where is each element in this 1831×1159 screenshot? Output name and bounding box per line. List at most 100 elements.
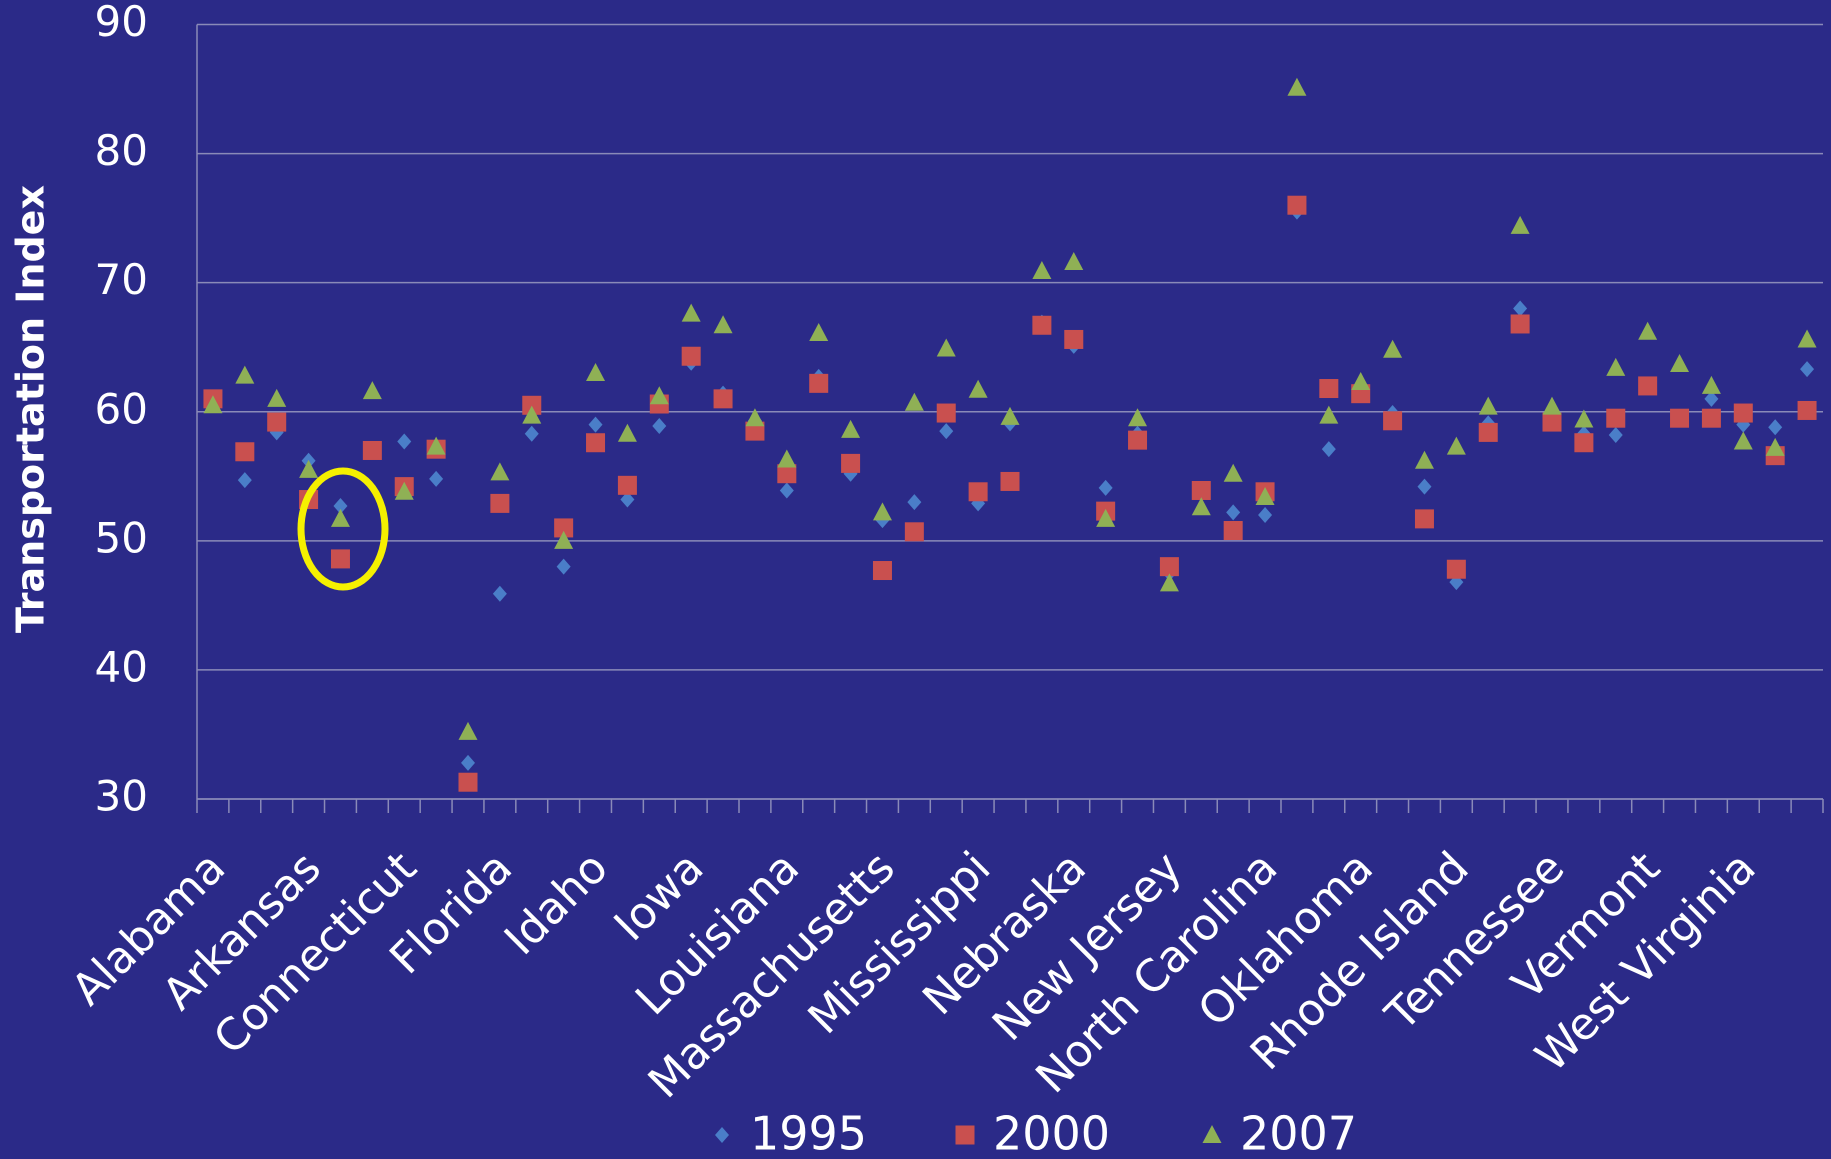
point <box>1574 433 1594 453</box>
point <box>1321 441 1336 458</box>
point <box>1701 375 1721 394</box>
point <box>841 453 861 473</box>
point <box>1574 409 1594 428</box>
point <box>939 423 954 440</box>
point <box>1800 361 1815 378</box>
point <box>1542 412 1562 432</box>
point <box>330 508 350 527</box>
point <box>1414 450 1434 469</box>
point <box>779 482 794 499</box>
point <box>426 436 446 455</box>
point <box>904 522 924 542</box>
point <box>1414 509 1434 529</box>
point <box>490 462 510 481</box>
point <box>681 303 701 322</box>
point <box>1733 431 1753 450</box>
point <box>362 381 382 400</box>
point <box>1032 261 1052 280</box>
point <box>1542 396 1562 415</box>
point <box>1704 390 1719 407</box>
point <box>1478 396 1498 415</box>
point <box>745 408 765 427</box>
point <box>1797 329 1817 348</box>
point <box>1159 573 1179 592</box>
y-tick-label: 80 <box>95 126 148 175</box>
point <box>1223 463 1243 482</box>
y-tick-label: 60 <box>95 384 148 433</box>
point <box>588 416 603 433</box>
point <box>1478 422 1498 442</box>
y-axis-title: Transportation Index <box>9 185 53 633</box>
point <box>809 323 829 342</box>
point <box>1064 252 1084 271</box>
point <box>777 464 797 484</box>
point <box>872 561 892 581</box>
point <box>1319 405 1339 424</box>
point <box>1287 195 1307 215</box>
legend-marker <box>955 1125 975 1145</box>
point <box>872 502 892 521</box>
point <box>1098 479 1113 496</box>
point <box>1513 300 1528 317</box>
point <box>1159 557 1179 577</box>
point <box>1417 478 1432 495</box>
point <box>968 482 988 502</box>
point <box>1258 507 1273 524</box>
legend-label: 1995 <box>750 1107 867 1159</box>
point <box>237 472 252 489</box>
point <box>429 470 444 487</box>
point <box>1000 471 1020 491</box>
point <box>809 373 829 393</box>
point <box>1733 403 1753 423</box>
point <box>1638 376 1658 396</box>
point <box>745 421 765 441</box>
y-tick-label: 30 <box>95 772 148 821</box>
y-tick-label: 40 <box>95 642 148 691</box>
point <box>1446 559 1466 579</box>
point <box>1064 329 1084 349</box>
point <box>1191 497 1211 516</box>
point <box>777 449 797 468</box>
point <box>330 549 350 569</box>
point <box>1226 504 1241 521</box>
point <box>492 585 507 602</box>
point <box>713 389 733 409</box>
point <box>203 395 223 414</box>
legend-marker <box>715 1127 729 1143</box>
point <box>1351 372 1371 391</box>
point <box>713 315 733 334</box>
point <box>617 423 637 442</box>
point <box>461 754 475 771</box>
point <box>1768 419 1783 436</box>
point <box>1608 426 1623 443</box>
point <box>1510 314 1530 334</box>
point <box>1287 77 1307 96</box>
point <box>397 433 412 450</box>
point <box>524 425 539 442</box>
point <box>490 493 510 513</box>
point <box>554 530 574 549</box>
point <box>1797 400 1817 420</box>
point <box>1670 408 1690 428</box>
point <box>681 346 701 366</box>
point <box>1383 411 1403 431</box>
point <box>1383 339 1403 358</box>
point <box>652 417 667 434</box>
point <box>1223 521 1243 541</box>
point <box>1701 408 1721 428</box>
legend-marker <box>1202 1125 1222 1143</box>
point <box>1000 406 1020 425</box>
point <box>362 440 382 460</box>
point <box>649 386 669 405</box>
point <box>617 475 637 495</box>
legend-label: 2007 <box>1240 1107 1357 1159</box>
y-tick-label: 70 <box>95 255 148 304</box>
point <box>235 365 255 384</box>
point <box>458 721 478 740</box>
point <box>620 491 635 508</box>
point <box>1128 408 1148 427</box>
point <box>586 363 606 382</box>
point <box>904 392 924 411</box>
